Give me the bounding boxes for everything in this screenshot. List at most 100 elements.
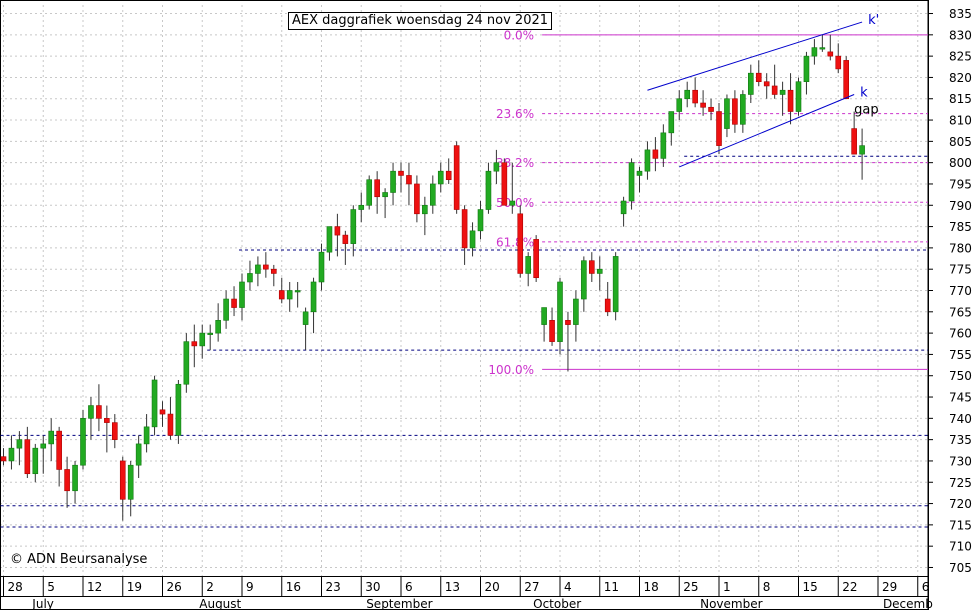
candle [80,409,86,470]
candle [628,158,635,210]
y-tick-label: 720 [949,497,972,511]
candle-body [406,175,412,185]
candle-body [294,290,301,293]
candle-body [88,405,94,419]
candle-body [112,422,118,440]
y-tick-label: 770 [949,284,972,298]
candle [612,252,619,321]
candle [461,205,468,265]
candle-body [429,183,436,206]
candle [477,201,484,240]
candle [652,137,659,172]
candle [636,166,643,193]
candle-body [795,81,802,112]
candle [557,277,563,355]
candle [231,286,237,317]
candle-body [32,447,39,475]
candle [64,456,70,508]
y-tick-label: 810 [949,114,972,128]
candle-body [167,413,174,436]
y-tick-label: 760 [949,327,972,341]
candle [191,324,198,368]
y-tick-label: 715 [949,518,972,532]
candle-body [493,162,500,172]
candle-body [700,102,706,108]
candle-body [684,89,691,100]
fib-level-label: 61.8% [496,235,534,249]
candle-body [398,170,404,176]
candle-body [135,443,142,466]
candle [676,90,683,121]
x-tick-label: 5 [47,580,55,594]
candle [247,260,253,291]
candle-body [0,456,7,462]
candle-body [588,260,595,274]
candle [533,235,539,282]
trend-lines: k' k gap [647,13,879,168]
candle [167,397,174,440]
x-tick-label: 28 [8,580,23,594]
y-tick-label: 710 [949,540,972,554]
candle [716,103,722,155]
candle-body [143,426,150,445]
candle [445,158,452,184]
y-tick-label: 735 [949,433,972,447]
candle [795,77,802,116]
candle-body [286,290,293,300]
y-tick-label: 835 [949,7,972,21]
candle [318,243,325,291]
candle-body [119,460,126,500]
candle-body [604,298,611,313]
y-tick-label: 815 [949,92,972,106]
x-tick-label: 6 [405,580,413,594]
candle [398,162,404,193]
candle-body [581,260,587,300]
x-tick-label: 12 [87,580,102,594]
candle [104,405,110,453]
x-tick-label: 26 [167,580,182,594]
candle-body [676,98,683,112]
month-label: August [199,597,241,610]
candle [135,435,142,478]
y-tick-label: 795 [949,177,972,191]
candle [596,256,603,291]
candle [326,226,333,261]
candle [509,162,516,214]
y-tick-label: 755 [949,348,972,362]
month-label: October [533,597,581,610]
candle [159,401,166,427]
candle-body [469,230,476,249]
candle [827,34,834,61]
candle-body [302,311,309,325]
candle [835,43,842,74]
candle [127,460,134,517]
candle [565,311,571,372]
candle [692,77,698,108]
candle-body [358,204,365,210]
candle [660,124,667,167]
candle [199,324,206,359]
candle [183,333,190,393]
candle-body [851,128,857,155]
candle-body [104,418,110,423]
x-tick-label: 1 [723,580,731,594]
candle-body [414,183,420,215]
copyright-label: © ADN Beursanalyse [10,552,148,567]
x-tick-label: 8 [763,580,771,594]
candle-body [652,149,659,159]
candle [732,90,738,133]
candle-body [437,170,444,185]
candle-body [859,145,865,155]
candle-body [763,81,770,87]
candle-body [453,145,460,210]
candle-body [24,439,31,475]
candle [787,73,794,125]
candle-body [127,464,134,500]
candle-body [740,94,746,125]
candle-body [565,320,571,325]
candle-body [80,418,86,466]
candle-body [183,341,190,385]
candle [223,290,229,329]
candle-body [239,281,245,308]
